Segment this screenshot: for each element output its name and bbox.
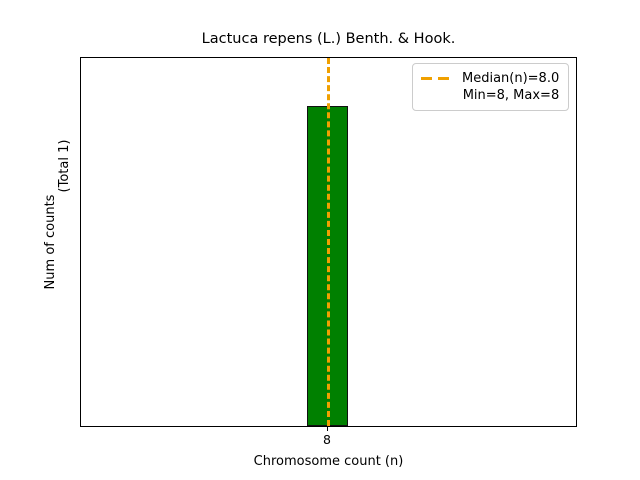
xtick-layer: 8: [80, 427, 577, 457]
legend-entry-median: Median(n)=8.0: [462, 71, 560, 86]
x-axis-label: Chromosome count (n): [253, 454, 404, 469]
ytick-mark-1: [80, 140, 81, 141]
legend-text: Median(n)=8.0 Min=8, Max=8: [462, 70, 559, 104]
legend: Median(n)=8.0 Min=8, Max=8: [412, 63, 570, 111]
median-line: [327, 58, 330, 426]
legend-median-dash-icon: [421, 70, 453, 87]
y-axis-label-line2: (Total 1): [57, 139, 72, 193]
xtick-label-8: 8: [323, 432, 331, 447]
xtick-mark-8: [327, 427, 328, 431]
chart-title: Lactuca repens (L.) Benth. & Hook.: [201, 31, 456, 47]
plot-area: Median(n)=8.0 Min=8, Max=8: [80, 57, 577, 427]
legend-entry-minmax: Min=8, Max=8: [462, 88, 560, 103]
